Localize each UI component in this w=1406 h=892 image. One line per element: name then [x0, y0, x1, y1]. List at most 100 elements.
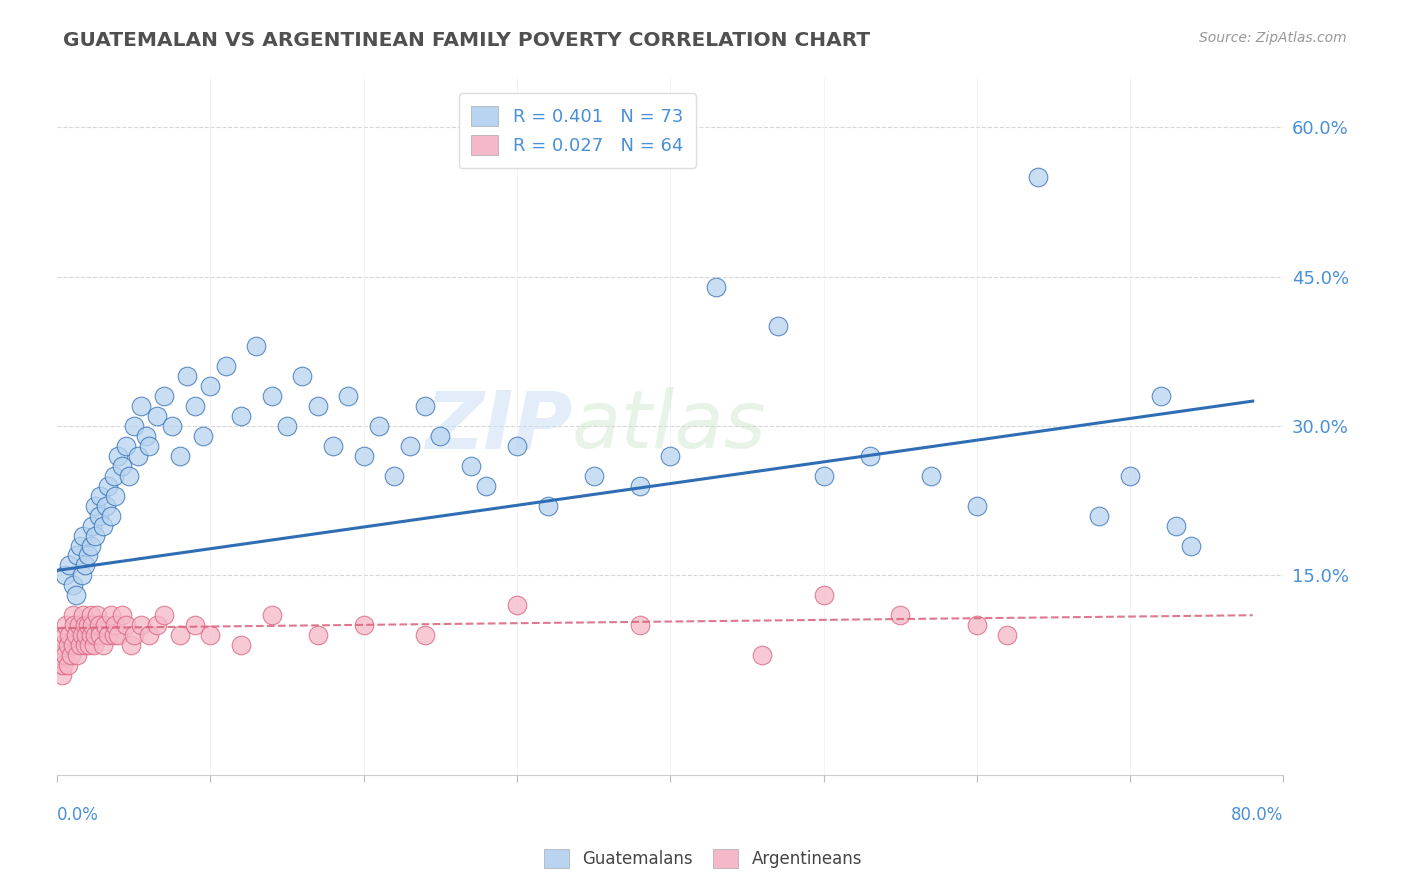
Point: [160, 419, 183, 434]
Point: [191, 429, 214, 443]
Point: [1088, 508, 1111, 523]
Point: [628, 479, 651, 493]
Point: [138, 628, 160, 642]
Point: [53, 648, 76, 662]
Point: [506, 439, 529, 453]
Point: [110, 458, 132, 473]
Point: [413, 628, 436, 642]
Point: [83, 638, 105, 652]
Point: [59, 648, 82, 662]
Point: [813, 588, 835, 602]
Point: [382, 468, 405, 483]
Point: [475, 479, 498, 493]
Point: [260, 608, 283, 623]
Point: [73, 618, 96, 632]
Point: [80, 608, 103, 623]
Point: [307, 628, 329, 642]
Point: [966, 499, 988, 513]
Point: [79, 638, 101, 652]
Point: [84, 628, 107, 642]
Point: [91, 518, 114, 533]
Point: [582, 468, 605, 483]
Point: [200, 379, 222, 393]
Point: [176, 369, 198, 384]
Point: [93, 618, 115, 632]
Point: [97, 479, 120, 493]
Point: [66, 648, 89, 662]
Point: [460, 458, 482, 473]
Point: [49, 648, 72, 662]
Point: [115, 618, 138, 632]
Point: [53, 568, 76, 582]
Point: [72, 528, 94, 542]
Point: [413, 399, 436, 413]
Point: [89, 489, 111, 503]
Point: [146, 618, 169, 632]
Point: [75, 628, 97, 642]
Point: [537, 499, 560, 513]
Point: [89, 628, 111, 642]
Point: [245, 339, 267, 353]
Point: [1150, 389, 1173, 403]
Point: [813, 468, 835, 483]
Point: [100, 608, 122, 623]
Point: [65, 588, 87, 602]
Point: [1164, 518, 1187, 533]
Point: [184, 399, 207, 413]
Point: [889, 608, 911, 623]
Point: [276, 419, 298, 434]
Point: [62, 578, 84, 592]
Point: [63, 618, 86, 632]
Point: [229, 638, 252, 652]
Point: [131, 618, 153, 632]
Point: [138, 439, 160, 453]
Point: [322, 439, 344, 453]
Point: [72, 608, 94, 623]
Point: [135, 429, 157, 443]
Point: [69, 539, 91, 553]
Point: [51, 668, 73, 682]
Point: [169, 449, 191, 463]
Point: [291, 369, 314, 384]
Text: Source: ZipAtlas.com: Source: ZipAtlas.com: [1199, 31, 1347, 45]
Point: [97, 628, 120, 642]
Point: [200, 628, 222, 642]
Point: [115, 439, 138, 453]
Point: [1180, 539, 1202, 553]
Point: [67, 618, 90, 632]
Text: ZIP: ZIP: [425, 387, 572, 465]
Point: [96, 499, 118, 513]
Point: [82, 618, 104, 632]
Legend: Guatemalans, Argentineans: Guatemalans, Argentineans: [537, 843, 869, 875]
Point: [69, 638, 91, 652]
Point: [107, 628, 129, 642]
Point: [103, 628, 125, 642]
Legend: R = 0.401   N = 73, R = 0.027   N = 64: R = 0.401 N = 73, R = 0.027 N = 64: [458, 94, 696, 168]
Point: [122, 419, 145, 434]
Point: [53, 628, 76, 642]
Point: [184, 618, 207, 632]
Point: [76, 618, 98, 632]
Point: [80, 539, 103, 553]
Point: [1119, 468, 1142, 483]
Point: [506, 599, 529, 613]
Text: 80.0%: 80.0%: [1232, 806, 1284, 824]
Point: [766, 319, 789, 334]
Point: [65, 628, 87, 642]
Point: [58, 628, 80, 642]
Point: [86, 608, 108, 623]
Point: [82, 518, 104, 533]
Point: [153, 389, 176, 403]
Point: [80, 628, 103, 642]
Point: [353, 618, 375, 632]
Point: [62, 608, 84, 623]
Point: [127, 449, 149, 463]
Text: atlas: atlas: [572, 387, 766, 465]
Point: [429, 429, 451, 443]
Point: [110, 608, 132, 623]
Point: [628, 618, 651, 632]
Point: [62, 638, 84, 652]
Point: [704, 279, 727, 293]
Point: [104, 489, 127, 503]
Point: [368, 419, 391, 434]
